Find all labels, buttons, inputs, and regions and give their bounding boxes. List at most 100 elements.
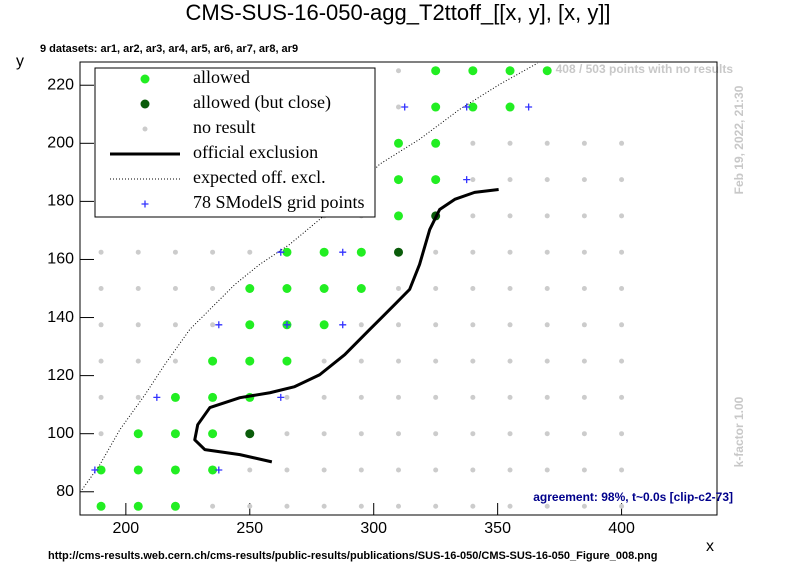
point [433,431,439,437]
plot-frame [79,61,718,516]
point [133,465,143,475]
y-tick-label: 100 [47,425,74,442]
point [172,358,178,364]
point [319,284,329,293]
subtitle: 9 datasets: ar1, ar2, ar3, ar4, ar5, ar6… [40,43,298,55]
point [396,286,401,291]
x-tick-label: 200 [113,520,140,537]
point [396,394,401,400]
point [581,140,587,146]
cross [463,103,471,111]
point [619,431,625,437]
point [433,358,439,364]
cross [91,466,99,474]
point [431,66,441,76]
no-results-note: 408 / 503 points with no results [556,62,734,76]
point [247,503,253,509]
point [581,213,587,219]
point [507,467,513,473]
cross [463,176,471,184]
point [172,249,178,255]
legend-label: allowed [193,67,250,87]
point [433,286,439,291]
point [470,394,476,400]
point [544,286,550,291]
y-tick-label: 220 [47,76,74,93]
point [135,286,141,291]
point [470,286,476,291]
point [208,392,218,402]
cross [153,393,161,401]
point [396,322,401,328]
point [544,213,550,219]
point [581,358,587,364]
point [170,429,180,439]
point [619,249,625,255]
point [210,503,216,509]
point [98,286,104,291]
point [396,503,401,509]
y-tick-label: 120 [47,367,74,384]
point [581,467,587,473]
y-tick-label: 80 [56,483,74,500]
point [282,284,292,293]
point [170,392,180,402]
point [98,322,104,328]
legend-label: expected off. excl. [193,167,326,187]
point [245,284,255,293]
point [470,358,476,364]
point [396,431,401,437]
point [507,503,513,509]
point [321,358,327,364]
point [619,177,625,183]
point [507,213,513,219]
point [431,175,441,185]
curve [193,187,499,464]
x-axis-label: x [706,538,714,555]
point [544,249,550,255]
point [133,501,143,511]
point [358,358,364,364]
point [321,431,327,437]
point [433,394,439,400]
point [358,322,364,328]
point [208,429,218,439]
point [394,138,403,148]
point [507,358,513,364]
point [321,503,327,509]
point [96,501,106,511]
point [507,249,513,255]
cross [277,248,285,256]
point [544,358,550,364]
point [619,140,625,146]
point [619,213,625,219]
point [358,431,364,437]
point [140,74,150,84]
point [619,322,625,328]
point [470,467,476,473]
point [358,467,364,473]
point [507,322,513,328]
point [98,394,104,400]
point [210,322,216,328]
point [135,249,141,255]
cross [215,321,223,329]
cross [339,321,347,329]
point [245,320,255,330]
cross [339,248,347,256]
y-tick-label: 180 [47,193,74,210]
point [208,356,218,366]
point [321,394,327,400]
point [135,394,141,400]
point [319,320,329,330]
point [581,286,587,291]
point [210,286,216,291]
point [581,249,587,255]
point [470,503,476,509]
point [619,467,625,473]
point [431,138,441,148]
point [542,66,552,76]
point [544,431,550,437]
y-tick-label: 140 [47,309,74,326]
point [505,66,515,76]
